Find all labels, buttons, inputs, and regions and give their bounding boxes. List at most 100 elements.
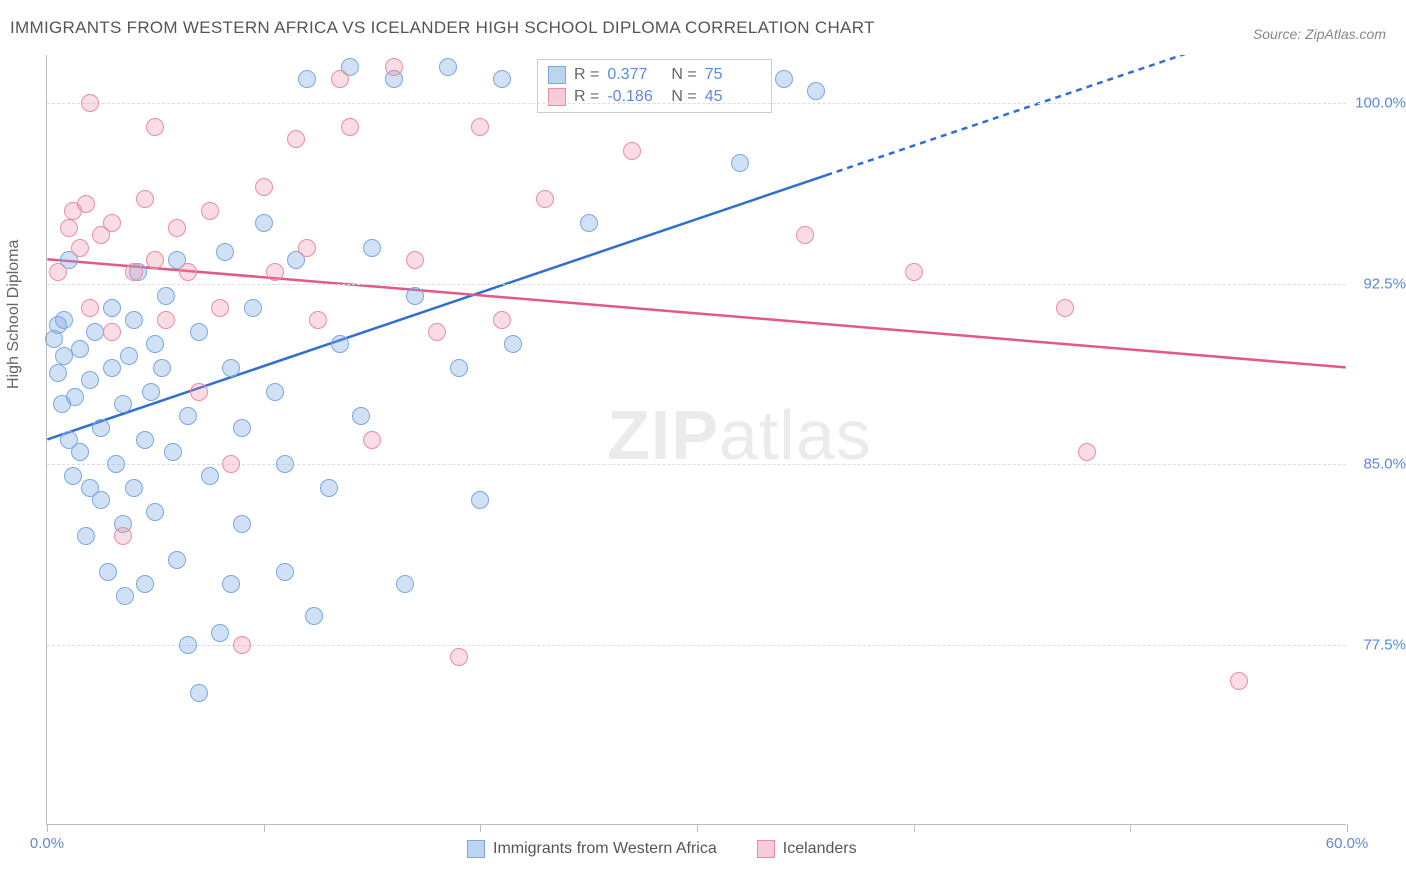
legend-stats-row-western_africa: R =0.377N =75: [548, 64, 761, 86]
scatter-point-western_africa: [64, 467, 82, 485]
scatter-point-western_africa: [298, 70, 316, 88]
scatter-point-icelanders: [385, 58, 403, 76]
scatter-point-icelanders: [168, 219, 186, 237]
scatter-point-icelanders: [136, 190, 154, 208]
scatter-point-icelanders: [179, 263, 197, 281]
watermark-rest: atlas: [719, 396, 872, 474]
scatter-point-icelanders: [157, 311, 175, 329]
scatter-point-western_africa: [125, 479, 143, 497]
legend-swatch-icelanders: [757, 840, 775, 858]
scatter-point-icelanders: [796, 226, 814, 244]
legend-bottom-item-western_africa: Immigrants from Western Africa: [467, 840, 717, 858]
scatter-point-western_africa: [807, 82, 825, 100]
scatter-point-western_africa: [363, 239, 381, 257]
trend-line-dashed-western_africa: [826, 55, 1345, 175]
x-tick: [1347, 824, 1348, 832]
scatter-point-icelanders: [266, 263, 284, 281]
scatter-point-icelanders: [71, 239, 89, 257]
scatter-point-western_africa: [255, 214, 273, 232]
scatter-point-icelanders: [406, 251, 424, 269]
scatter-point-western_africa: [77, 527, 95, 545]
scatter-point-icelanders: [905, 263, 923, 281]
scatter-point-western_africa: [86, 323, 104, 341]
x-tick: [47, 824, 48, 832]
scatter-point-western_africa: [107, 455, 125, 473]
x-tick: [480, 824, 481, 832]
legend-stats-row-icelanders: R =-0.186N =45: [548, 86, 761, 108]
watermark: ZIPatlas: [607, 395, 872, 475]
scatter-point-western_africa: [146, 335, 164, 353]
gridline: [47, 464, 1346, 465]
watermark-bold: ZIP: [607, 396, 719, 474]
scatter-point-icelanders: [1230, 672, 1248, 690]
scatter-point-western_africa: [179, 636, 197, 654]
scatter-point-western_africa: [146, 503, 164, 521]
scatter-point-icelanders: [309, 311, 327, 329]
scatter-point-icelanders: [493, 311, 511, 329]
scatter-point-western_africa: [211, 624, 229, 642]
scatter-point-western_africa: [331, 335, 349, 353]
scatter-point-western_africa: [244, 299, 262, 317]
scatter-point-western_africa: [103, 359, 121, 377]
scatter-point-western_africa: [222, 359, 240, 377]
x-tick-label: 60.0%: [1326, 835, 1369, 852]
scatter-point-icelanders: [331, 70, 349, 88]
scatter-point-icelanders: [60, 219, 78, 237]
scatter-point-western_africa: [233, 515, 251, 533]
scatter-point-western_africa: [66, 388, 84, 406]
scatter-point-icelanders: [341, 118, 359, 136]
scatter-point-western_africa: [114, 395, 132, 413]
scatter-point-western_africa: [276, 563, 294, 581]
legend-n-label: N =: [671, 66, 696, 84]
scatter-point-icelanders: [623, 142, 641, 160]
scatter-point-western_africa: [276, 455, 294, 473]
legend-bottom-item-icelanders: Icelanders: [757, 840, 857, 858]
trend-lines-layer: [47, 55, 1346, 824]
y-tick-label: 92.5%: [1351, 275, 1406, 292]
scatter-point-icelanders: [125, 263, 143, 281]
scatter-point-icelanders: [428, 323, 446, 341]
scatter-point-western_africa: [504, 335, 522, 353]
legend-r-value: 0.377: [607, 66, 663, 84]
scatter-point-western_africa: [731, 154, 749, 172]
x-tick: [914, 824, 915, 832]
scatter-point-icelanders: [211, 299, 229, 317]
x-tick-label: 0.0%: [30, 835, 64, 852]
scatter-point-western_africa: [136, 575, 154, 593]
scatter-point-icelanders: [287, 130, 305, 148]
scatter-point-western_africa: [49, 364, 67, 382]
legend-swatch-western_africa: [548, 66, 566, 84]
scatter-point-western_africa: [103, 299, 121, 317]
scatter-point-western_africa: [157, 287, 175, 305]
scatter-point-western_africa: [116, 587, 134, 605]
scatter-point-western_africa: [179, 407, 197, 425]
y-tick-label: 77.5%: [1351, 636, 1406, 653]
scatter-point-western_africa: [352, 407, 370, 425]
scatter-point-western_africa: [190, 323, 208, 341]
gridline: [47, 103, 1346, 104]
legend-stats-box: R =0.377N =75R =-0.186N =45: [537, 59, 772, 113]
legend-bottom-label: Immigrants from Western Africa: [493, 840, 717, 858]
scatter-point-icelanders: [190, 383, 208, 401]
scatter-point-western_africa: [92, 491, 110, 509]
scatter-point-icelanders: [81, 94, 99, 112]
scatter-point-icelanders: [103, 323, 121, 341]
legend-bottom: Immigrants from Western Africa Icelanders: [467, 840, 857, 858]
scatter-point-western_africa: [71, 340, 89, 358]
scatter-point-western_africa: [71, 443, 89, 461]
scatter-point-western_africa: [92, 419, 110, 437]
scatter-point-icelanders: [298, 239, 316, 257]
trend-line-icelanders: [47, 259, 1345, 367]
legend-bottom-label: Icelanders: [783, 840, 857, 858]
x-tick: [264, 824, 265, 832]
scatter-point-western_africa: [216, 243, 234, 261]
y-tick-label: 100.0%: [1351, 95, 1406, 112]
scatter-point-western_africa: [136, 431, 154, 449]
scatter-point-icelanders: [81, 299, 99, 317]
scatter-point-western_africa: [153, 359, 171, 377]
y-tick-label: 85.0%: [1351, 456, 1406, 473]
scatter-point-western_africa: [580, 214, 598, 232]
scatter-point-western_africa: [439, 58, 457, 76]
scatter-point-western_africa: [305, 607, 323, 625]
source-link[interactable]: ZipAtlas.com: [1305, 26, 1386, 42]
